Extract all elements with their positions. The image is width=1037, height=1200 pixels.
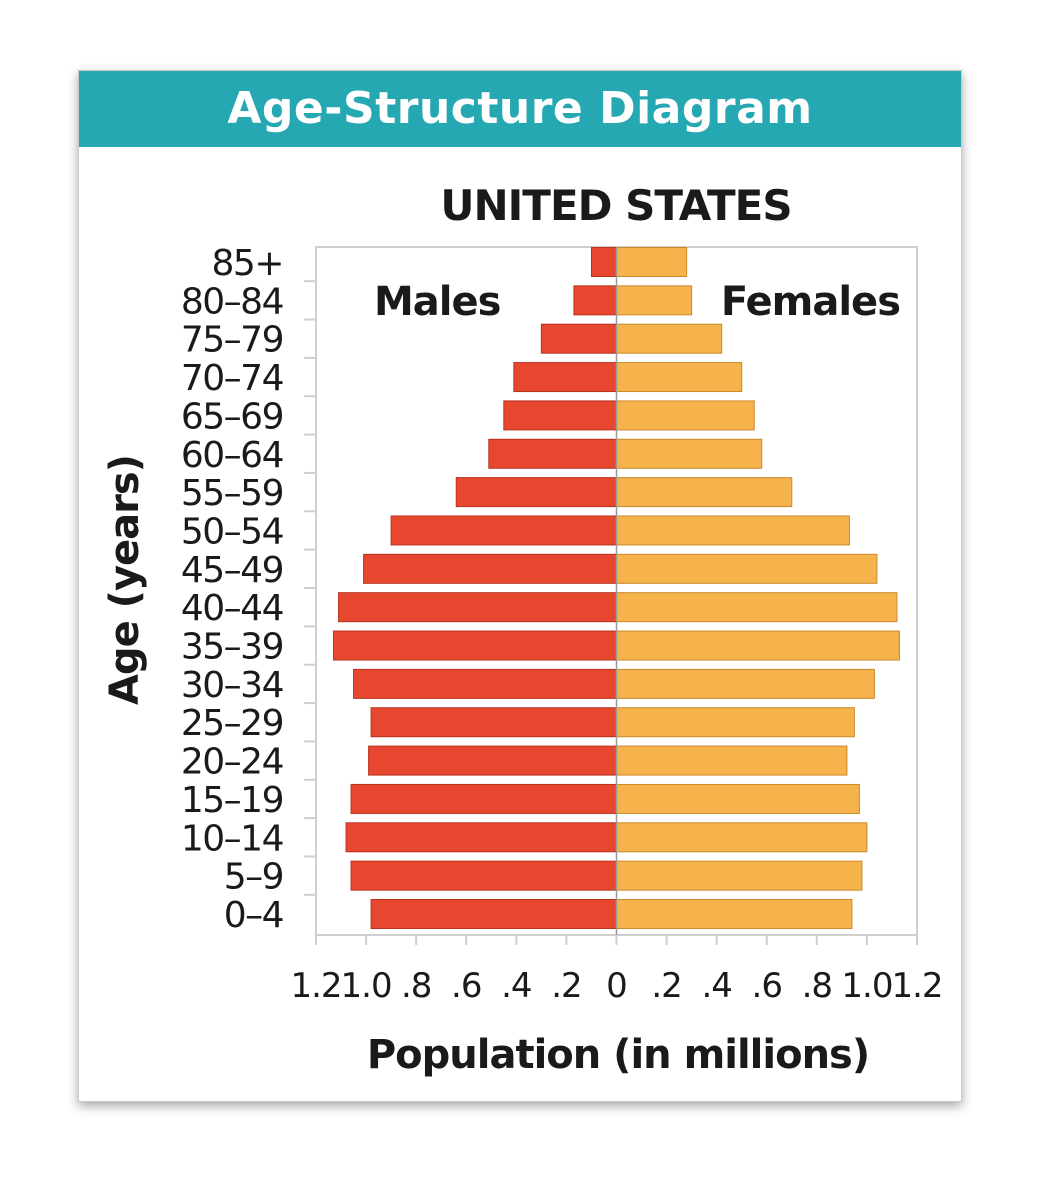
legend-label-females: Females: [721, 279, 900, 325]
x-tick-label: .2: [551, 966, 581, 1006]
bar-females-5–9: [616, 860, 863, 891]
y-tick-label: 45–49: [181, 550, 283, 591]
bar-males-5–9: [350, 860, 617, 891]
y-tick-label: 85+: [212, 243, 283, 284]
y-tick-label: 80–84: [181, 281, 283, 322]
bar-females-10–14: [616, 822, 868, 853]
bar-males-10–14: [345, 822, 617, 853]
bar-females-50–54: [616, 515, 850, 546]
bar-males-50–54: [390, 515, 617, 546]
bar-females-80–84: [616, 285, 693, 316]
y-tick-label: 35–39: [181, 627, 283, 668]
x-tick-label: .2: [651, 966, 681, 1006]
x-tick-label: .8: [401, 966, 431, 1006]
bar-females-75–79: [616, 323, 723, 354]
x-tick-label: .4: [501, 966, 531, 1006]
bar-males-65–69: [503, 400, 617, 431]
y-tick-label: 0–4: [224, 895, 283, 936]
bar-males-25–29: [370, 707, 618, 738]
chart-title: UNITED STATES: [440, 181, 791, 230]
card-title: Age-Structure Diagram: [227, 83, 813, 134]
x-tick-label: 1.0: [841, 966, 892, 1006]
bar-females-20–24: [616, 745, 848, 776]
x-tick-label: 1.2: [290, 966, 341, 1006]
bar-females-45–49: [616, 553, 878, 584]
bar-females-15–19: [616, 783, 860, 814]
bar-females-60–64: [616, 438, 763, 469]
y-tick-label: 60–64: [181, 435, 283, 476]
y-tick-label: 70–74: [181, 358, 283, 399]
bar-males-70–74: [513, 362, 617, 393]
bar-females-30–34: [616, 668, 875, 699]
x-tick-label: 0: [606, 966, 627, 1006]
bar-males-40–44: [338, 592, 617, 623]
bar-females-85+: [616, 247, 688, 277]
y-tick-label: 40–44: [181, 588, 283, 629]
x-tick-label: .8: [802, 966, 832, 1006]
x-tick-label: .6: [451, 966, 481, 1006]
bar-males-55–59: [455, 477, 617, 508]
bar-males-20–24: [368, 745, 617, 776]
bar-females-40–44: [616, 592, 898, 623]
bar-females-65–69: [616, 400, 755, 431]
x-tick-label: .4: [701, 966, 731, 1006]
bar-males-75–79: [540, 323, 617, 354]
header-band: [79, 71, 961, 147]
y-tick-label: 30–34: [181, 665, 283, 706]
y-tick-label: 10–14: [181, 818, 283, 859]
y-tick-label: 5–9: [224, 857, 283, 898]
bar-females-55–59: [616, 477, 793, 508]
bar-males-35–39: [333, 630, 617, 661]
y-tick-label: 20–24: [181, 742, 283, 783]
x-tick-label: 1.0: [341, 966, 392, 1006]
bar-males-30–34: [353, 668, 617, 699]
bar-females-70–74: [616, 362, 743, 393]
bar-males-85+: [590, 247, 617, 277]
x-axis-label: Population (in millions): [367, 1032, 869, 1078]
y-tick-label: 15–19: [181, 780, 283, 821]
chart-card: Age-Structure Diagram: [78, 70, 962, 1102]
bar-males-45–49: [363, 553, 617, 584]
y-tick-label: 65–69: [181, 396, 283, 437]
bar-males-15–19: [350, 783, 617, 814]
bar-females-35–39: [616, 630, 900, 661]
y-tick-label: 75–79: [181, 320, 283, 361]
legend-label-males: Males: [374, 279, 500, 325]
bar-females-25–29: [616, 707, 855, 738]
y-tick-label: 55–59: [181, 473, 283, 514]
bar-males-0–4: [370, 899, 618, 929]
x-tick-label: .6: [752, 966, 782, 1006]
y-axis-label: Age (years): [102, 455, 148, 705]
bar-males-60–64: [488, 438, 618, 469]
x-tick-label: 1.2: [891, 966, 942, 1006]
y-tick-label: 25–29: [181, 703, 283, 744]
y-tick-label: 50–54: [181, 511, 283, 552]
bar-males-80–84: [573, 285, 617, 316]
bar-females-0–4: [616, 899, 853, 929]
